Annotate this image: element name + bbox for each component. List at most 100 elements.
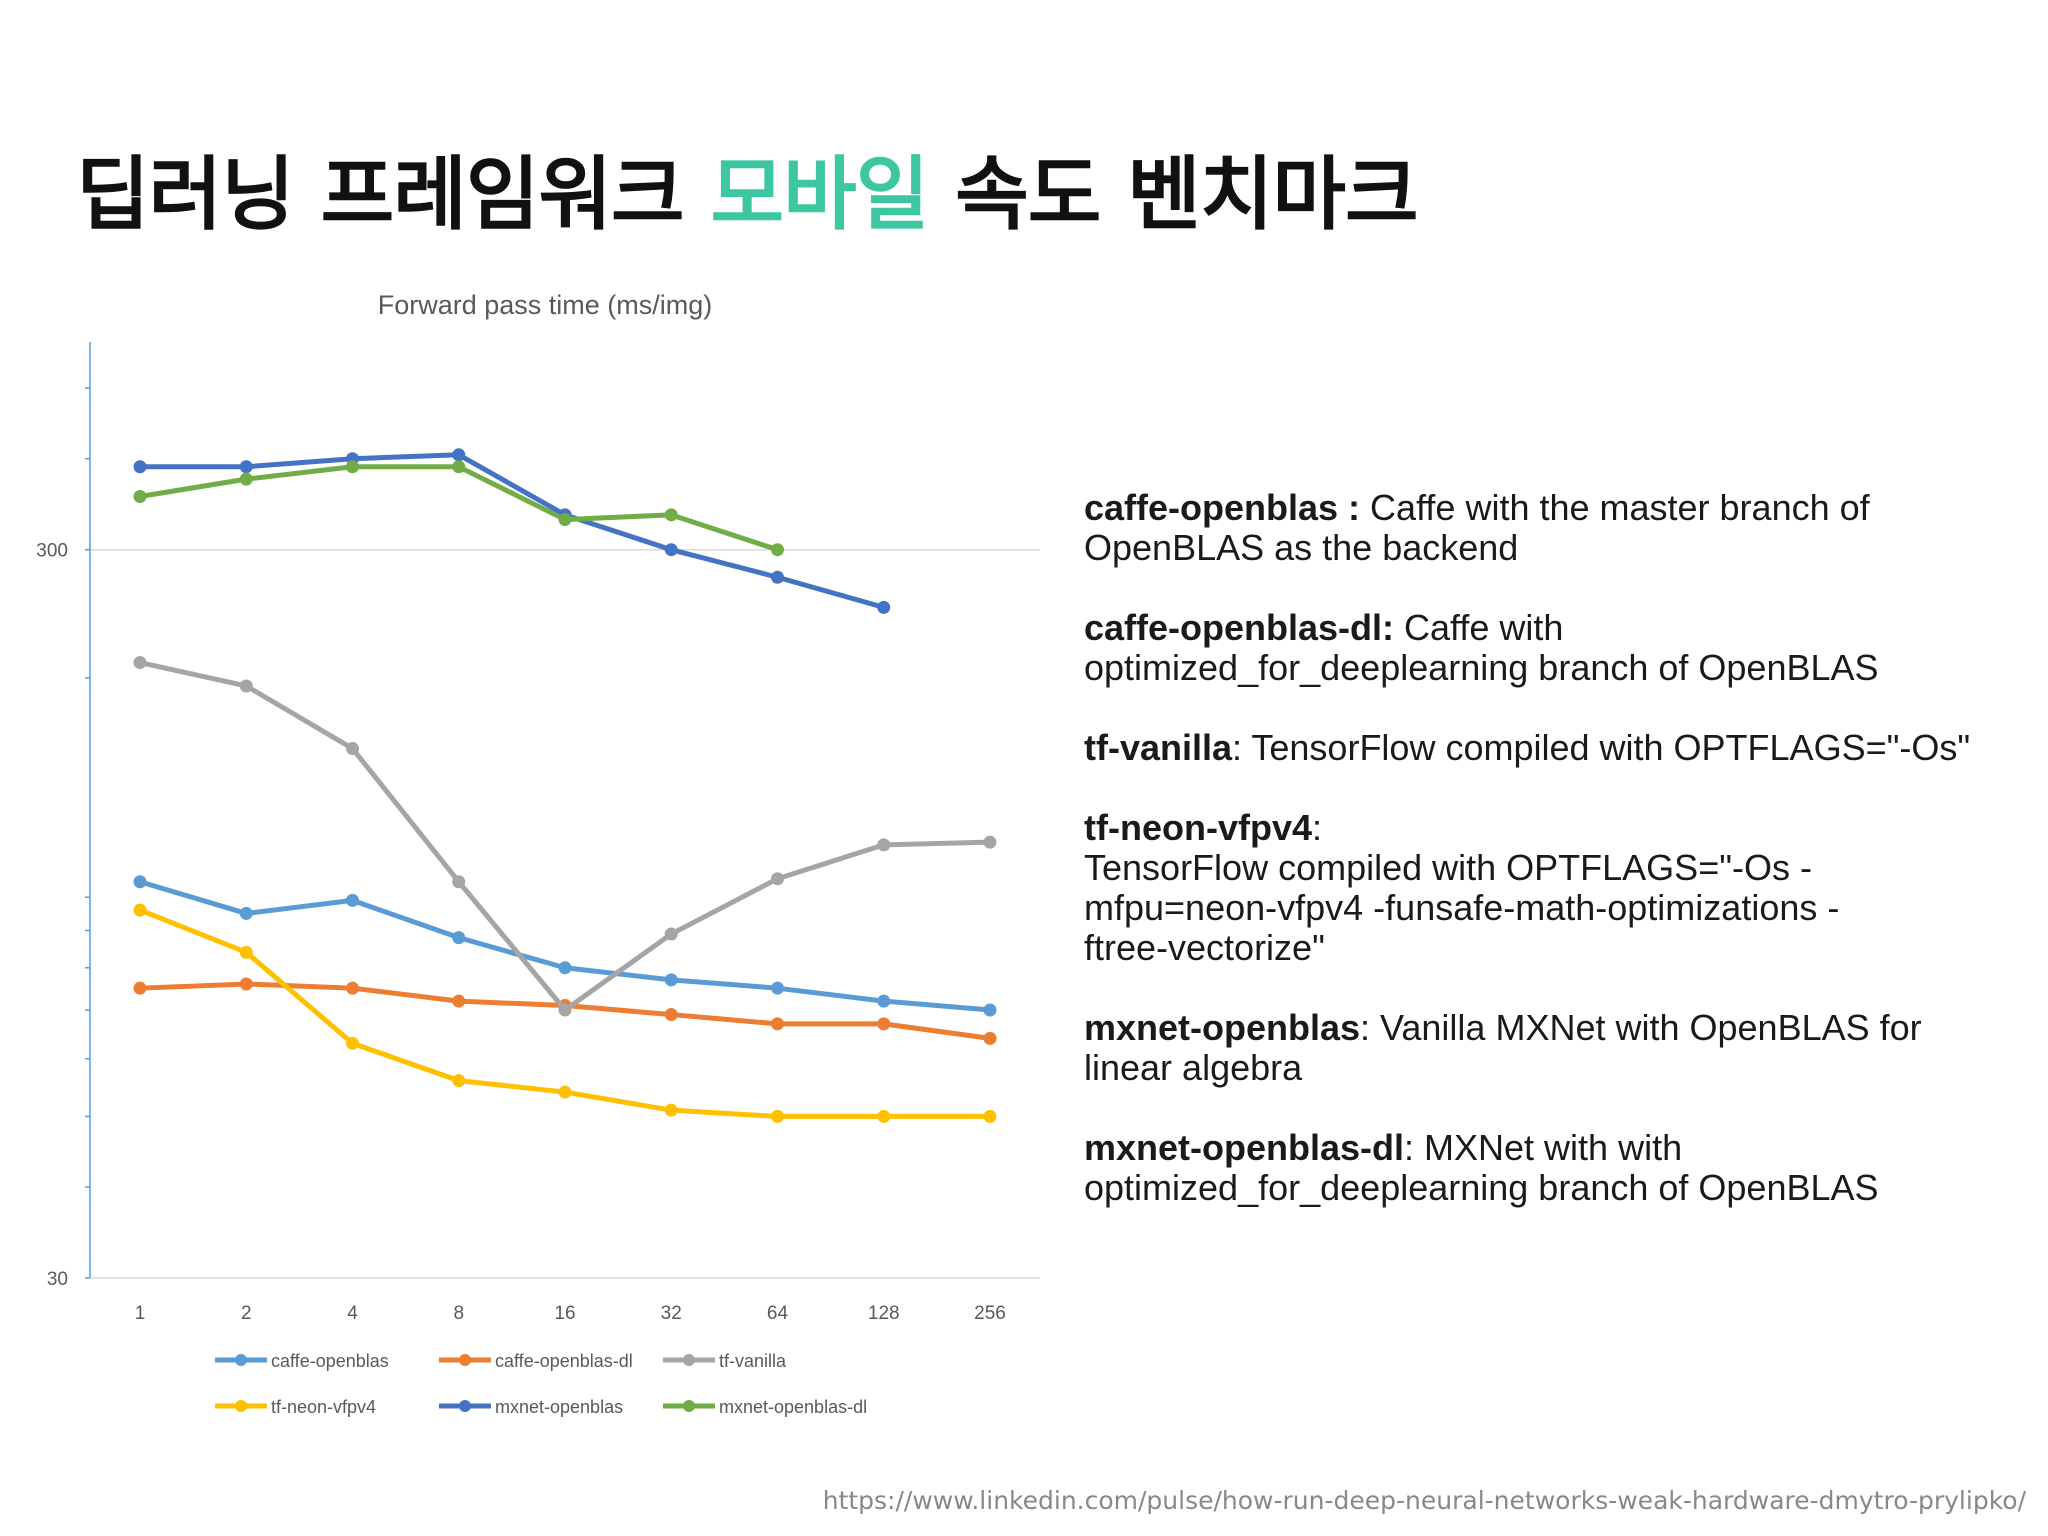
description-text: Caffe with optimized_for_deeplearning br… — [1084, 607, 1879, 688]
data-point-caffe-openblas-dl — [983, 1031, 997, 1045]
data-point-caffe-openblas — [452, 931, 466, 945]
data-point-caffe-openblas — [239, 906, 253, 920]
data-point-caffe-openblas-dl — [133, 981, 147, 995]
data-point-tf-vanilla — [133, 656, 147, 670]
data-point-caffe-openblas — [346, 893, 359, 907]
data-point-tf-vanilla — [771, 872, 784, 886]
series-line-mxnet-openblas-dl — [137, 464, 780, 553]
data-point-caffe-openblas — [771, 981, 784, 995]
data-point-mxnet-openblas-dl — [133, 489, 147, 503]
data-point-tf-vanilla — [239, 679, 253, 693]
data-point-mxnet-openblas-dl — [239, 472, 253, 486]
title-text-1: 딥러닝 프레임워크 — [76, 148, 711, 241]
description-series-name: caffe-openblas : — [1084, 487, 1361, 528]
data-point-tf-vanilla — [664, 927, 678, 941]
legend-swatch-marker — [459, 1354, 471, 1366]
description-series-name: mxnet-openblas — [1084, 1007, 1361, 1048]
legend-swatch-marker — [683, 1400, 695, 1412]
data-point-tf-vanilla — [346, 742, 359, 756]
data-point-tf-neon-vfpv4 — [133, 903, 147, 917]
source-url: https://www.linkedin.com/pulse/how-run-d… — [822, 1486, 2026, 1515]
x-tick-label: 256 — [974, 1303, 1006, 1324]
legend-label: tf-neon-vfpv4 — [271, 1397, 376, 1417]
data-point-mxnet-openblas-dl — [664, 508, 678, 522]
data-point-mxnet-openblas-dl — [771, 543, 784, 557]
data-point-tf-vanilla — [558, 1003, 572, 1017]
data-point-mxnet-openblas — [877, 600, 891, 614]
series-line-tf-vanilla — [137, 660, 993, 1013]
data-point-tf-vanilla — [877, 838, 891, 852]
x-tick-label: 16 — [554, 1303, 575, 1324]
x-tick-label: 4 — [347, 1303, 358, 1324]
x-tick-label: 1 — [135, 1303, 146, 1324]
data-point-mxnet-openblas — [771, 570, 784, 584]
data-point-caffe-openblas — [877, 994, 891, 1008]
series-line-caffe-openblas — [137, 879, 993, 1013]
chart-title: Forward pass time (ms/img) — [378, 290, 713, 320]
description-item: mxnet-openblas-dl: MXNet with with optim… — [1084, 1128, 2004, 1208]
data-point-caffe-openblas-dl — [452, 994, 466, 1008]
description-text: : MXNet with with optimized_for_deeplear… — [1084, 1127, 1879, 1208]
description-text: : Vanilla MXNet with OpenBLAS for linear… — [1084, 1007, 1922, 1088]
data-point-tf-neon-vfpv4 — [346, 1036, 359, 1050]
data-point-caffe-openblas-dl — [346, 981, 359, 995]
x-tick-label: 8 — [453, 1303, 464, 1324]
data-point-tf-neon-vfpv4 — [452, 1074, 466, 1088]
title-accent-text: 모바일 — [710, 148, 930, 241]
description-item: mxnet-openblas: Vanilla MXNet with OpenB… — [1084, 1008, 2004, 1088]
legend-label: tf-vanilla — [719, 1351, 787, 1371]
data-point-caffe-openblas-dl — [664, 1008, 678, 1022]
data-point-caffe-openblas — [664, 973, 678, 987]
legend-swatch-marker — [235, 1400, 247, 1412]
data-point-tf-neon-vfpv4 — [239, 945, 253, 959]
data-point-mxnet-openblas — [452, 448, 466, 462]
series-descriptions: caffe-openblas : Caffe with the master b… — [1084, 488, 2004, 1248]
title-text-2: 속도 벤치마크 — [928, 148, 1418, 241]
x-tick-label: 64 — [767, 1303, 789, 1324]
y-tick-label: 300 — [36, 541, 68, 562]
legend-label: caffe-openblas-dl — [495, 1351, 633, 1371]
data-point-caffe-openblas — [133, 875, 147, 889]
series-line-mxnet-openblas — [137, 452, 887, 610]
data-point-tf-neon-vfpv4 — [664, 1103, 678, 1117]
data-point-tf-neon-vfpv4 — [877, 1109, 891, 1123]
data-point-mxnet-openblas-dl — [346, 460, 359, 474]
description-text: Caffe with the master branch of OpenBLAS… — [1084, 487, 1870, 568]
data-point-tf-vanilla — [983, 835, 997, 849]
data-point-caffe-openblas — [983, 1003, 997, 1017]
description-item: caffe-openblas : Caffe with the master b… — [1084, 488, 2004, 568]
data-point-tf-neon-vfpv4 — [983, 1109, 997, 1123]
data-point-tf-vanilla — [452, 875, 466, 889]
legend-swatch-marker — [459, 1400, 471, 1412]
data-point-mxnet-openblas-dl — [558, 513, 572, 527]
legend-swatch-marker — [235, 1354, 247, 1366]
forward-pass-time-chart: Forward pass time (ms/img) 300 30 1 2 4 8 16 32 6… — [36, 290, 1040, 1417]
data-point-mxnet-openblas — [239, 460, 253, 474]
data-point-tf-neon-vfpv4 — [558, 1085, 572, 1099]
description-series-name: tf-neon-vfpv4 — [1084, 807, 1312, 848]
data-point-caffe-openblas-dl — [877, 1017, 891, 1031]
legend-swatch-marker — [683, 1354, 695, 1366]
data-point-mxnet-openblas — [664, 543, 678, 557]
description-series-name: caffe-openblas-dl: — [1084, 607, 1395, 648]
description-text: : TensorFlow compiled with OPTFLAGS="-Os… — [1084, 807, 1840, 968]
legend-label: mxnet-openblas-dl — [719, 1397, 867, 1417]
data-point-mxnet-openblas-dl — [452, 460, 466, 474]
slide-title: 딥러닝 프레임워크 모바일 속도 벤치마크 — [76, 130, 1419, 246]
data-point-mxnet-openblas — [133, 460, 147, 474]
data-point-caffe-openblas-dl — [771, 1017, 784, 1031]
description-item: tf-vanilla: TensorFlow compiled with OPT… — [1084, 728, 2004, 768]
x-tick-label: 128 — [868, 1303, 900, 1324]
data-point-tf-neon-vfpv4 — [771, 1109, 784, 1123]
description-item: tf-neon-vfpv4: TensorFlow compiled with … — [1084, 808, 2004, 968]
data-point-caffe-openblas-dl — [239, 977, 253, 991]
legend-label: caffe-openblas — [271, 1351, 389, 1371]
description-item: caffe-openblas-dl: Caffe with optimized_… — [1084, 608, 2004, 688]
legend-label: mxnet-openblas — [495, 1397, 623, 1417]
description-series-name: mxnet-openblas-dl — [1084, 1127, 1405, 1168]
data-point-caffe-openblas — [558, 961, 572, 975]
y-tick-label: 30 — [47, 1269, 68, 1290]
description-series-name: tf-vanilla — [1084, 727, 1233, 768]
x-tick-label: 2 — [241, 1303, 252, 1324]
description-text: : TensorFlow compiled with OPTFLAGS="-Os… — [1232, 727, 1971, 768]
